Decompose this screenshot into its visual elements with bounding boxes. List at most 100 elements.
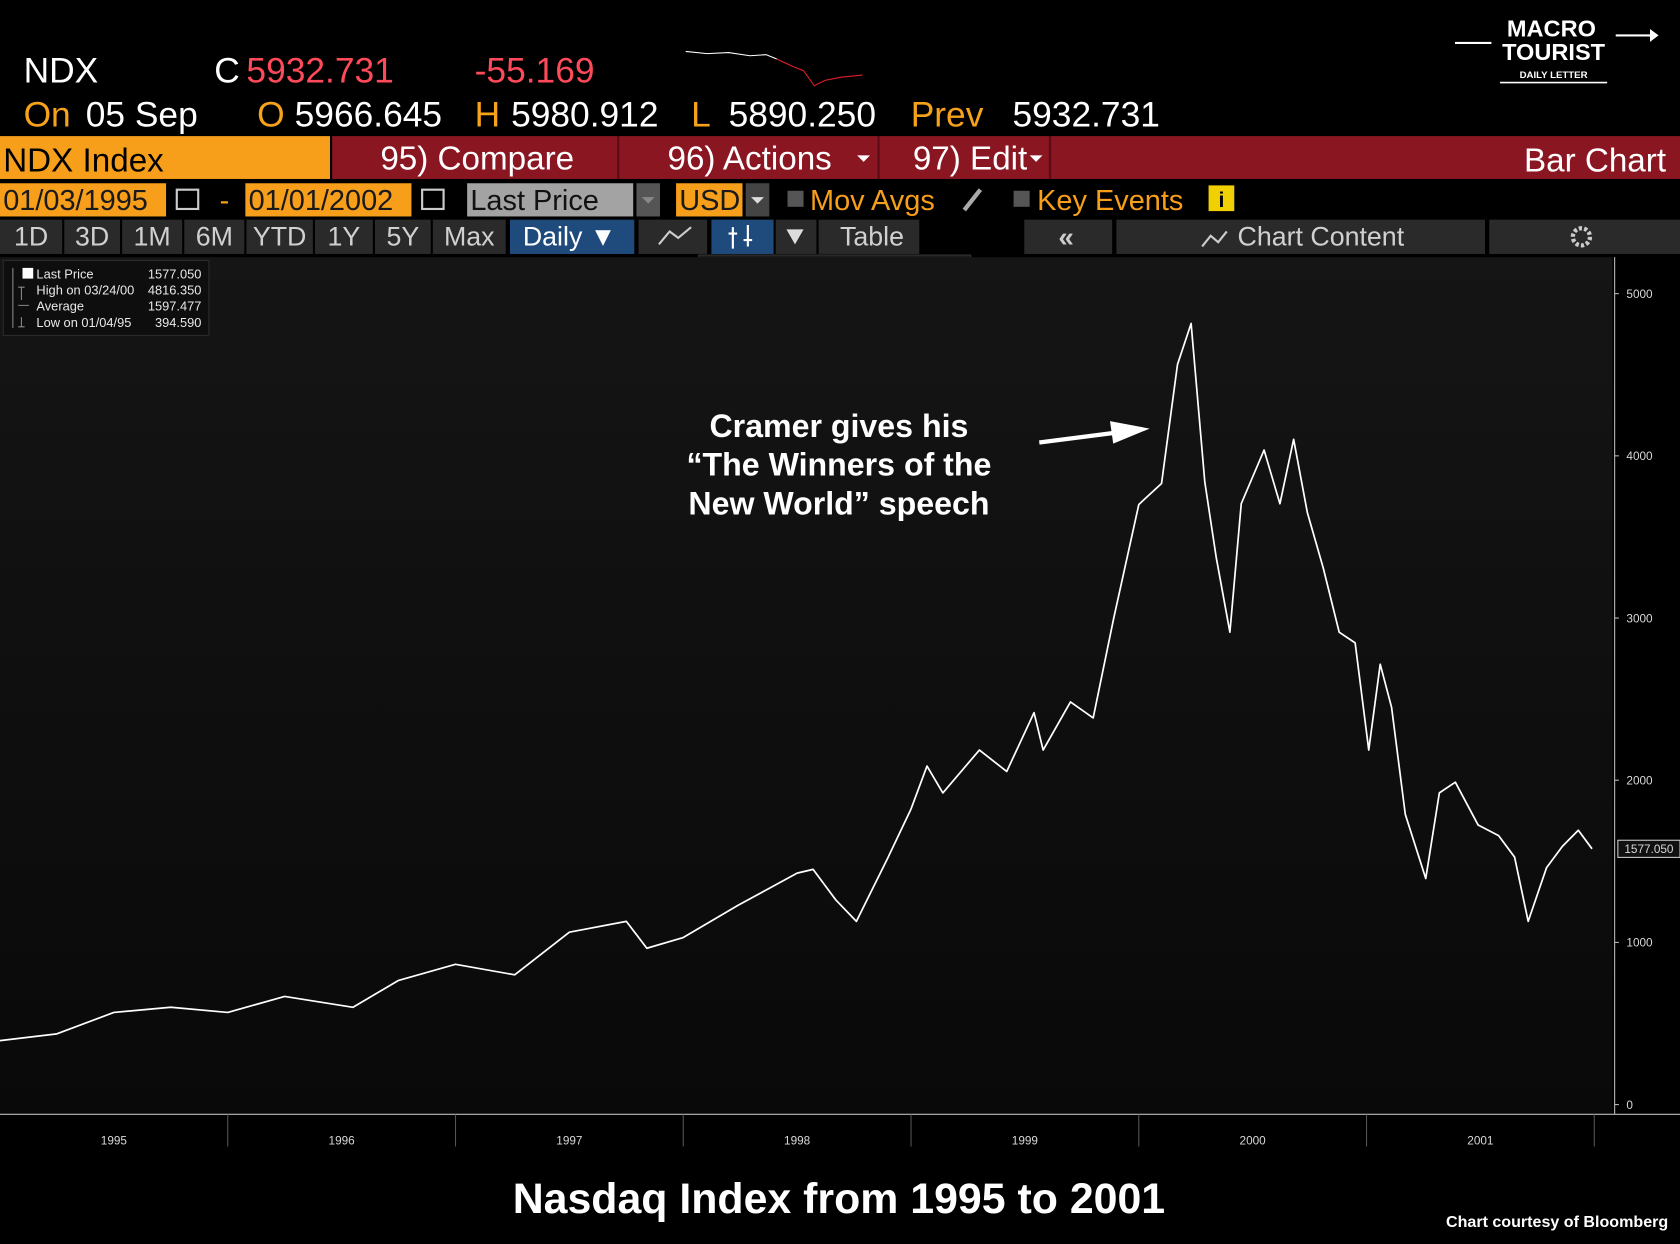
legend-value: 4816.350 [148,283,202,298]
end-date-box[interactable] [245,183,412,217]
actions-button[interactable]: 96) Actions [668,140,832,177]
logo-text: DAILY LETTER [1520,70,1588,81]
y-tick-label: 4000 [1626,450,1653,463]
settings-button[interactable] [1489,219,1680,254]
period-label: 5Y [386,221,419,251]
x-tick-label: 1995 [101,1134,128,1147]
price-line [0,322,1593,1042]
collapse-icon: « [1058,221,1074,252]
x-tick-label: 2001 [1467,1134,1493,1147]
info-icon[interactable] [1208,185,1235,212]
compare-button[interactable]: 95) Compare [380,140,574,177]
legend-label: Average [36,299,84,314]
logo-text: TOURIST [1502,39,1606,65]
high: 5980.912 [511,95,658,134]
gear-icon [1570,226,1593,248]
low: 5890.250 [729,95,876,134]
period-label: 3D [75,221,109,251]
annotation-text: Cramer gives his [709,408,968,444]
period-bar: Daily ▼ Table « Chart Content 1D 3D 1M 6M YT… [0,219,1680,254]
annotation: Cramer gives his “The Winners of the New… [686,408,1150,521]
date: 05 Sep [86,95,198,134]
y-tick-label: 1000 [1626,937,1653,950]
period-button[interactable] [375,219,431,254]
x-tick-label: 1998 [784,1134,811,1147]
pencil-icon[interactable] [962,188,983,212]
annotation-arrowhead [1110,421,1150,444]
edit-button[interactable]: 97) Edit [913,140,1027,177]
bar-icon-button[interactable] [711,219,774,254]
line-icon [658,226,692,246]
chart-content-icon [1201,230,1228,248]
y-tick-label: 3000 [1626,612,1653,625]
security-box[interactable] [0,136,330,179]
chart-content: Chart Content [1238,221,1405,251]
period-button[interactable] [0,219,63,254]
y-tick-label: 0 [1626,1099,1633,1112]
logo: MACRO TOURIST DAILY LETTER [1455,15,1659,84]
dropdown-caret [751,197,764,204]
key-events: Key Events [1037,185,1183,217]
line-icon-button[interactable] [638,219,708,254]
period-button[interactable] [315,219,373,254]
legend-value: 394.590 [155,315,201,330]
period-label: 6M [196,221,233,251]
frequency-button[interactable] [510,219,635,254]
legend-value: 1597.477 [148,299,202,314]
end-date: 01/01/2002 [249,185,394,217]
legend-icons [12,267,29,328]
x-tick-label: 1999 [1012,1134,1038,1147]
start-date-box[interactable] [0,183,167,217]
open-label: O [257,95,285,134]
dropdown-caret [1029,155,1043,162]
low-label: L [691,95,711,134]
field-box[interactable] [467,183,634,217]
annotation-text: New World” speech [688,485,989,521]
field: Last Price [470,185,599,217]
period-button[interactable] [246,219,313,254]
calendar-icon[interactable] [175,188,200,211]
chart-content-button[interactable] [1116,219,1485,254]
legend-box [2,259,210,336]
checkbox[interactable] [1013,190,1030,207]
period-button[interactable] [122,219,183,254]
plot-area [0,257,1613,1115]
collapse-button[interactable] [1024,219,1113,254]
period-button[interactable] [432,219,506,254]
mov-avgs: Mov Avgs [810,185,935,217]
table: Table [840,221,904,251]
logo-arrow [1650,28,1659,42]
menu-bar [332,136,1680,179]
prev-label: Prev [911,95,984,134]
toolbar: NDX Index 95) Compare 96) Actions 97) Ed… [0,136,1680,179]
calendar-icon[interactable] [421,188,445,211]
x-tick-label: 1997 [556,1134,582,1147]
legend: Last Price 1577.050 High on 03/24/00 481… [2,259,210,336]
sparkline [685,50,777,60]
legend-label: Low on 01/04/95 [36,315,131,330]
prev: 5932.731 [1012,95,1159,134]
frequency: Daily ▼ [523,221,616,251]
checkbox[interactable] [787,190,804,207]
period-button[interactable] [64,219,120,254]
period-label: 1D [14,221,48,251]
annotation-arrow [1039,430,1115,445]
on-label: On [24,95,71,134]
period-button[interactable] [184,219,245,254]
date-bar: 01/03/1995 - 01/01/2002 Last Price USD M… [0,183,1235,217]
chart-type[interactable]: Bar Chart [1524,142,1666,179]
chart: 0 1000 2000 3000 4000 5000 1995 1996 1997 1998 199… [0,257,1680,1147]
ticker: NDX [24,52,99,91]
sparkline [776,58,863,87]
table-button[interactable] [818,219,920,254]
x-tick-label: 1996 [329,1134,356,1147]
open: 5966.645 [295,95,442,134]
date-dash: - [220,185,230,217]
quote-header: NDX C 5932.731 -55.169 On 05 Sep O 5966.… [24,50,1160,134]
logo-text: MACRO [1507,15,1596,41]
dropdown-caret [857,155,870,162]
annotation-text: “The Winners of the [686,447,991,483]
currency-box[interactable] [676,183,743,217]
source: Chart courtesy of Bloomberg [1446,1213,1668,1231]
security: NDX Index [3,142,164,179]
